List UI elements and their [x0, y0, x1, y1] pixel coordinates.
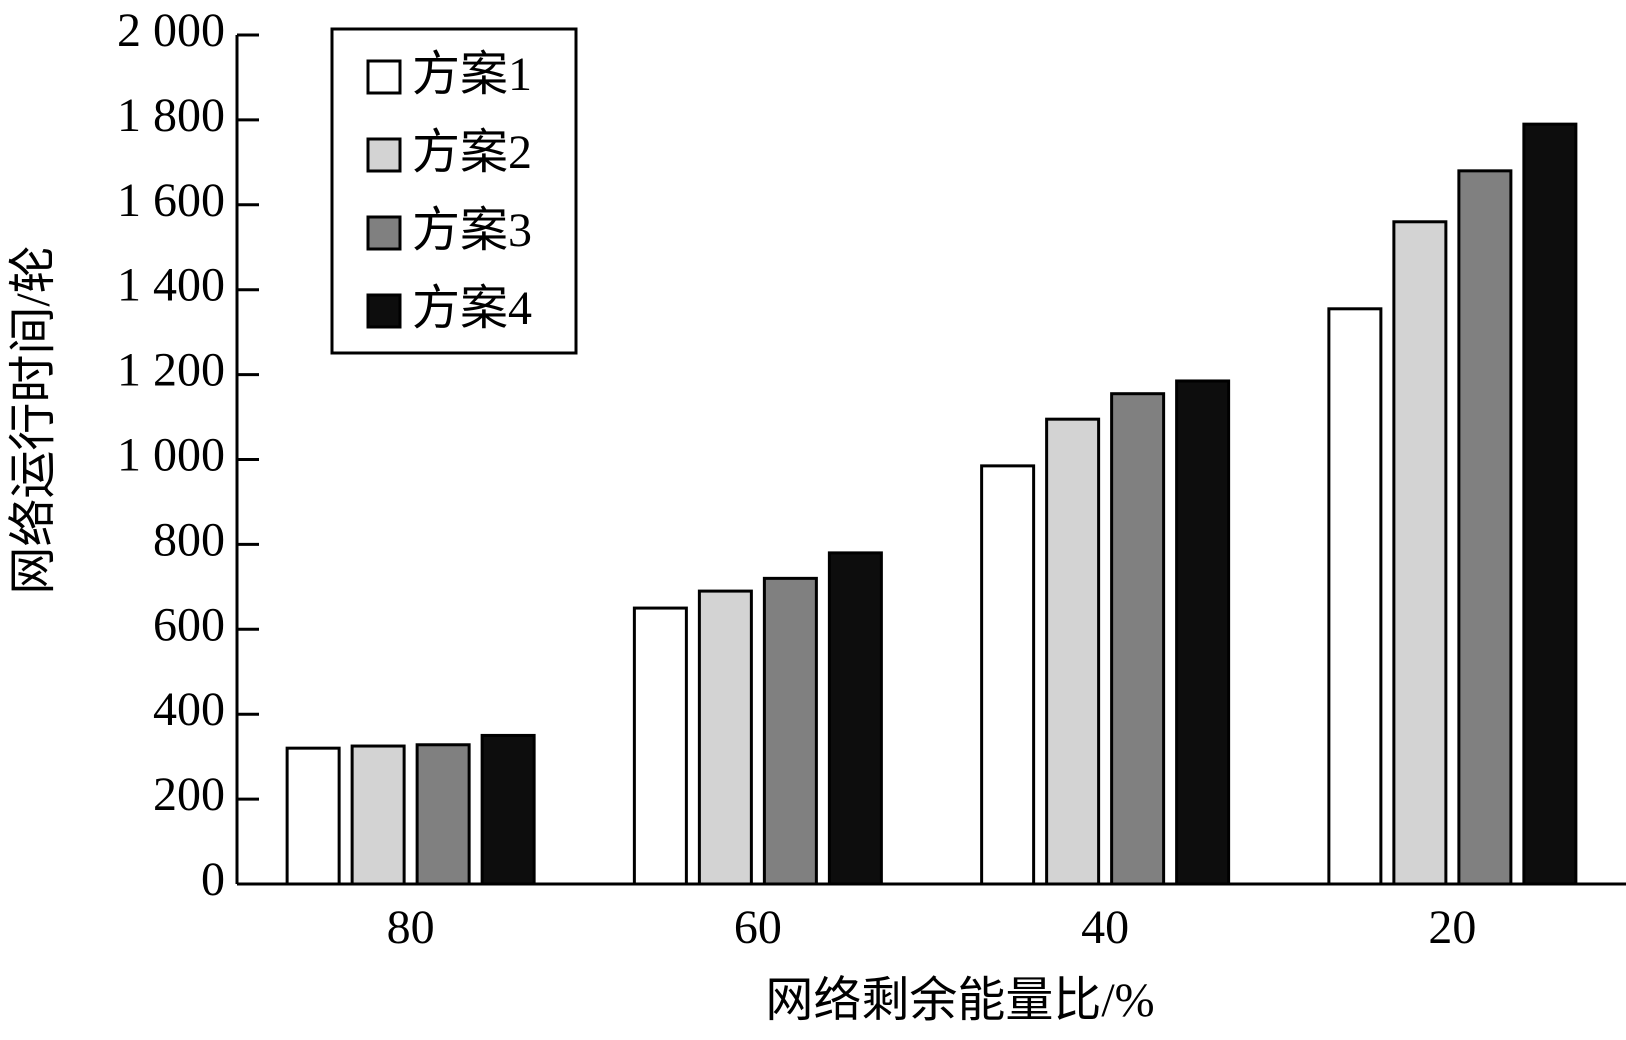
legend-swatch — [366, 215, 402, 251]
y-tick-label: 200 — [153, 768, 225, 821]
y-tick-label: 400 — [153, 683, 225, 736]
y-axis-label: 网络运行时间/轮 — [7, 245, 60, 594]
bar — [697, 589, 753, 886]
x-tick-label: 80 — [387, 901, 435, 954]
x-axis-label: 网络剩余能量比/% — [765, 974, 1154, 1027]
x-tick-label: 60 — [734, 901, 782, 954]
bar — [827, 551, 883, 886]
bar — [980, 464, 1036, 886]
bar — [1392, 220, 1448, 886]
y-tick-label: 1 600 — [117, 174, 225, 227]
legend-label: 方案2 — [412, 126, 532, 179]
bar — [1175, 379, 1231, 886]
bar — [285, 746, 341, 886]
bar — [762, 576, 818, 886]
y-tick-label: 800 — [153, 513, 225, 566]
bar — [350, 744, 406, 886]
y-tick-label: 2 000 — [117, 4, 225, 57]
bar — [1522, 122, 1578, 886]
x-tick-label: 40 — [1081, 901, 1129, 954]
y-tick-label: 600 — [153, 598, 225, 651]
bar — [1110, 392, 1166, 886]
legend-swatch — [366, 137, 402, 173]
bar — [1457, 169, 1513, 886]
bar — [1327, 307, 1383, 886]
legend-label: 方案3 — [412, 204, 532, 257]
bar — [415, 743, 471, 886]
legend-swatch — [366, 59, 402, 95]
y-tick-label: 1 800 — [117, 89, 225, 142]
bar — [632, 606, 688, 886]
bar — [480, 733, 536, 886]
y-tick-label: 1 400 — [117, 259, 225, 312]
y-tick-label: 1 200 — [117, 344, 225, 397]
x-tick-label: 20 — [1428, 901, 1476, 954]
legend-label: 方案1 — [412, 48, 532, 101]
legend-label: 方案4 — [412, 282, 532, 335]
legend-swatch — [366, 293, 402, 329]
y-tick-label: 0 — [201, 853, 225, 906]
y-tick-label: 1 000 — [117, 429, 225, 482]
bar — [1045, 417, 1101, 886]
